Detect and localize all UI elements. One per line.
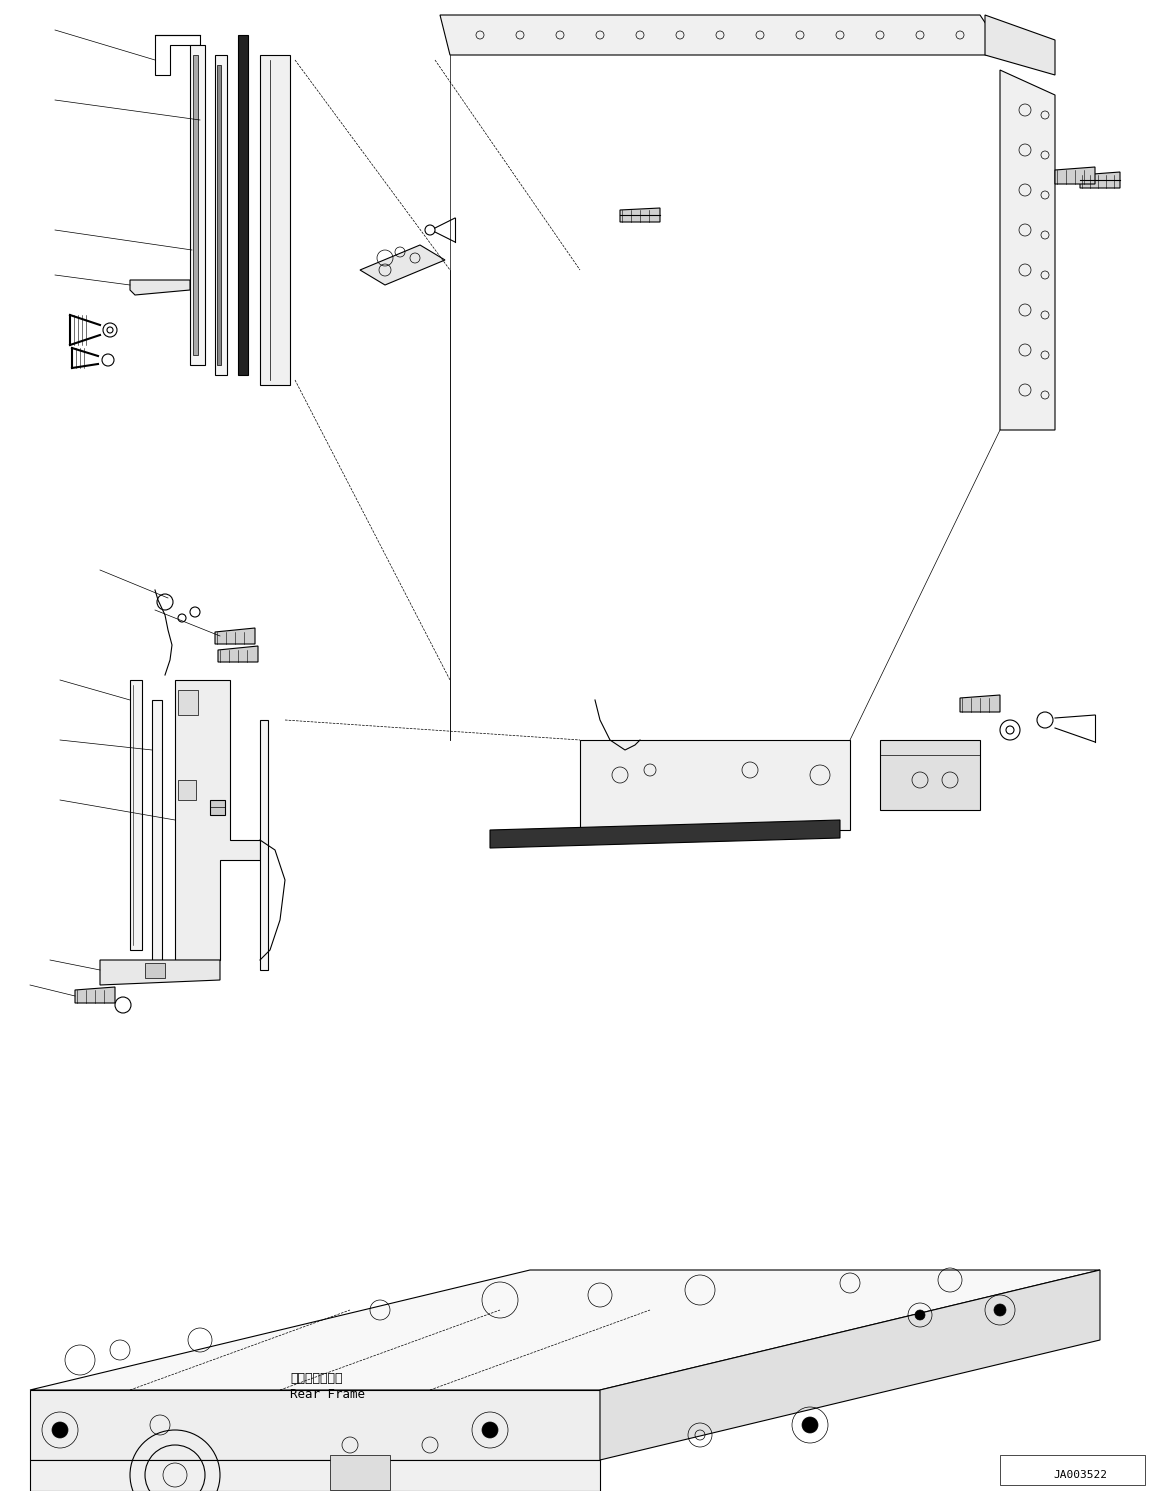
Bar [152,699,162,960]
Polygon shape [960,695,1000,713]
Polygon shape [1000,70,1055,429]
Polygon shape [30,1390,599,1460]
Bar [1000,1455,1145,1485]
Polygon shape [75,987,116,1003]
Polygon shape [218,646,258,662]
Polygon shape [131,280,191,295]
Polygon shape [1055,167,1095,183]
Polygon shape [100,960,219,986]
Polygon shape [360,245,445,285]
Polygon shape [985,15,1055,75]
Polygon shape [30,1460,599,1491]
Bar [178,690,198,716]
Polygon shape [490,820,840,848]
Polygon shape [176,680,260,960]
Circle shape [802,1416,818,1433]
Circle shape [994,1305,1006,1317]
Polygon shape [880,740,979,810]
Bar [178,780,196,801]
Bar [215,55,228,376]
Circle shape [915,1311,925,1320]
Bar [131,680,142,950]
Bar [193,55,198,355]
Polygon shape [440,15,990,55]
Polygon shape [620,209,660,222]
Bar [146,963,165,978]
Polygon shape [215,628,255,644]
Bar [217,66,221,365]
Text: Rear Frame: Rear Frame [290,1388,365,1402]
Bar [260,720,268,971]
Text: JA003522: JA003522 [1053,1470,1106,1481]
Text: リヤーフレーム: リヤーフレーム [290,1372,343,1385]
Bar [238,34,248,376]
Circle shape [52,1422,68,1437]
Polygon shape [1080,171,1120,188]
Bar [330,1455,390,1490]
Circle shape [482,1422,498,1437]
Bar [210,801,225,816]
Polygon shape [30,1270,1100,1390]
Polygon shape [599,1270,1100,1460]
Bar [260,55,290,385]
Polygon shape [580,740,850,830]
Bar [191,45,204,365]
